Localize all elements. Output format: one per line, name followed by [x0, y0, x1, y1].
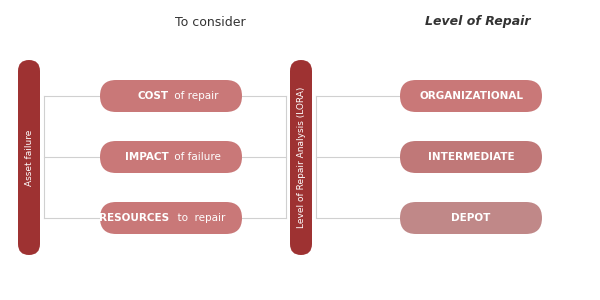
FancyBboxPatch shape	[400, 80, 542, 112]
FancyBboxPatch shape	[100, 202, 242, 234]
FancyBboxPatch shape	[400, 202, 542, 234]
Text: to  repair: to repair	[171, 213, 226, 223]
Text: of repair: of repair	[171, 91, 218, 101]
Text: To consider: To consider	[175, 16, 245, 28]
Text: RESOURCES: RESOURCES	[99, 213, 169, 223]
Text: Asset failure: Asset failure	[25, 129, 34, 186]
FancyBboxPatch shape	[290, 60, 312, 255]
Text: ORGANIZATIONAL: ORGANIZATIONAL	[419, 91, 523, 101]
Text: IMPACT: IMPACT	[125, 152, 169, 162]
Text: COST: COST	[138, 91, 169, 101]
FancyBboxPatch shape	[18, 60, 40, 255]
Text: Level of Repair: Level of Repair	[425, 16, 531, 28]
FancyBboxPatch shape	[100, 80, 242, 112]
Text: Level of Repair Analysis (LORA): Level of Repair Analysis (LORA)	[296, 87, 305, 228]
Text: INTERMEDIATE: INTERMEDIATE	[428, 152, 514, 162]
Text: DEPOT: DEPOT	[451, 213, 491, 223]
Text: of failure: of failure	[171, 152, 221, 162]
FancyBboxPatch shape	[100, 141, 242, 173]
FancyBboxPatch shape	[400, 141, 542, 173]
